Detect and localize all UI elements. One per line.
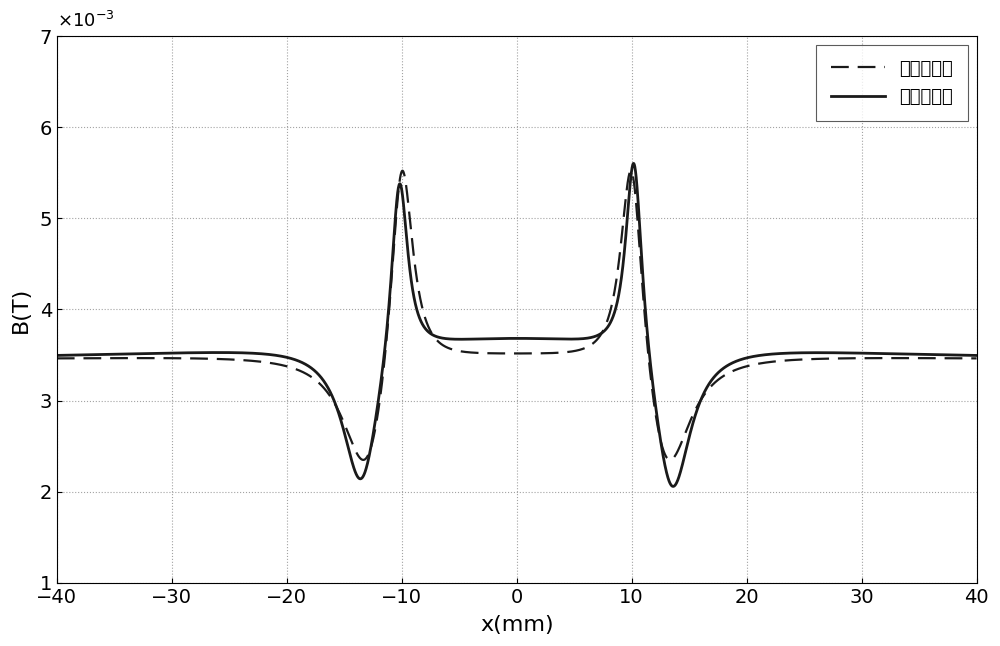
有限元方法 [488,349,500,357]
有限元方法 [51,355,63,362]
有限元方法 [897,354,909,362]
单元组合法 [667,483,679,490]
单元组合法 [488,335,500,342]
Legend: 有限元方法, 单元组合法: 有限元方法, 单元组合法 [816,45,968,121]
Text: $\times\mathregular{10}^{\mathregular{-3}}$: $\times\mathregular{10}^{\mathregular{-3… [57,10,114,31]
单元组合法 [51,351,63,359]
有限元方法 [943,355,955,362]
单元组合法 [897,350,909,358]
Line: 有限元方法: 有限元方法 [57,171,977,460]
有限元方法 [719,371,731,379]
单元组合法 [719,363,731,371]
单元组合法 [437,335,449,342]
有限元方法 [438,342,450,349]
有限元方法 [445,345,457,353]
Line: 单元组合法: 单元组合法 [57,163,977,486]
单元组合法 [971,351,983,359]
有限元方法 [971,355,983,362]
单元组合法 [628,160,640,167]
有限元方法 [357,456,369,464]
单元组合法 [445,335,457,343]
单元组合法 [943,351,955,359]
X-axis label: x(mm): x(mm) [480,615,554,635]
有限元方法 [396,167,408,174]
Y-axis label: B(T): B(T) [11,286,31,333]
